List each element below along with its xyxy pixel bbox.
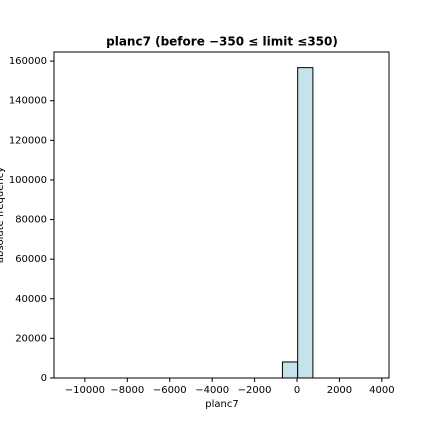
y-tick-label: 0 <box>41 373 47 384</box>
y-tick-label: 140000 <box>9 96 47 107</box>
x-tick-label: −8000 <box>110 385 144 396</box>
y-tick-label: 80000 <box>15 215 47 226</box>
plot-frame <box>53 51 390 379</box>
x-tick-label: −6000 <box>153 385 187 396</box>
x-tick-label: 4000 <box>369 385 394 396</box>
x-tick-label: −10000 <box>65 385 105 396</box>
y-tick-label: 100000 <box>9 175 47 186</box>
y-tick-label: 40000 <box>15 294 47 305</box>
y-tick-label: 60000 <box>15 254 47 265</box>
y-axis-label: absolute frequency <box>0 167 6 263</box>
x-tick-label: −4000 <box>195 385 229 396</box>
bar <box>281 361 299 379</box>
x-tick-label: 0 <box>294 385 300 396</box>
x-tick-label: 2000 <box>327 385 352 396</box>
x-axis-label: planc7 <box>205 399 238 410</box>
bar <box>297 67 314 379</box>
y-tick-label: 20000 <box>15 333 47 344</box>
y-tick-label: 120000 <box>9 135 47 146</box>
x-tick-label: −2000 <box>238 385 272 396</box>
y-tick-label: 160000 <box>9 56 47 67</box>
chart-title: planc7 (before −350 ≤ limit ≤350) <box>106 35 338 49</box>
